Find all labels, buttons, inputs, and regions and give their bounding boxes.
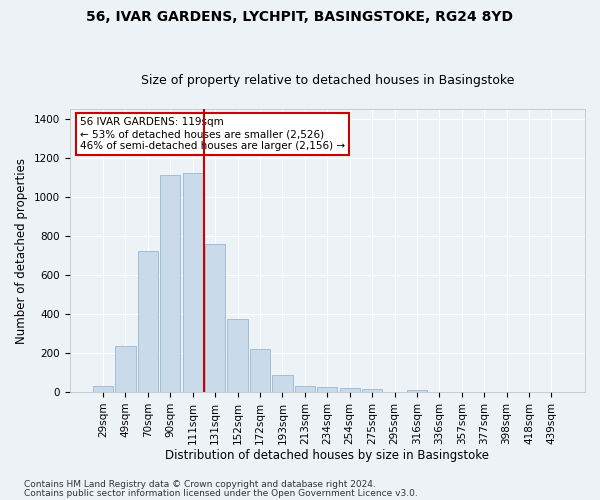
Bar <box>160 176 181 392</box>
Text: 56, IVAR GARDENS, LYCHPIT, BASINGSTOKE, RG24 8YD: 56, IVAR GARDENS, LYCHPIT, BASINGSTOKE, … <box>86 10 514 24</box>
Title: Size of property relative to detached houses in Basingstoke: Size of property relative to detached ho… <box>140 74 514 87</box>
Bar <box>93 386 113 392</box>
Text: Contains HM Land Registry data © Crown copyright and database right 2024.: Contains HM Land Registry data © Crown c… <box>24 480 376 489</box>
Bar <box>295 386 315 392</box>
Bar <box>227 319 248 392</box>
Bar <box>250 349 270 392</box>
Bar <box>182 174 203 392</box>
Bar <box>205 244 225 392</box>
Bar <box>407 390 427 392</box>
Bar <box>340 388 360 392</box>
Bar <box>362 389 382 392</box>
X-axis label: Distribution of detached houses by size in Basingstoke: Distribution of detached houses by size … <box>165 450 489 462</box>
Text: Contains public sector information licensed under the Open Government Licence v3: Contains public sector information licen… <box>24 488 418 498</box>
Bar <box>138 250 158 392</box>
Bar <box>317 387 337 392</box>
Y-axis label: Number of detached properties: Number of detached properties <box>15 158 28 344</box>
Text: 56 IVAR GARDENS: 119sqm
← 53% of detached houses are smaller (2,526)
46% of semi: 56 IVAR GARDENS: 119sqm ← 53% of detache… <box>80 118 345 150</box>
Bar <box>272 374 293 392</box>
Bar <box>115 346 136 392</box>
